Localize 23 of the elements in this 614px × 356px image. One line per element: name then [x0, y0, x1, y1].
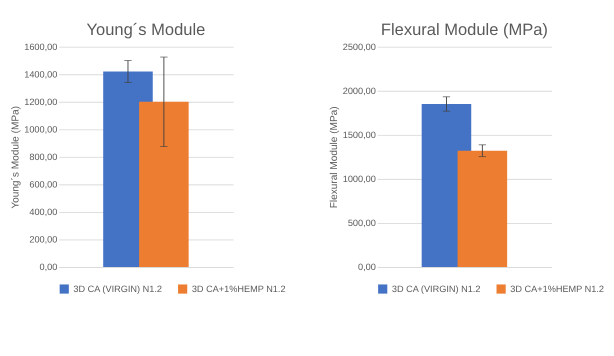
y-tick-label: 1400,00: [24, 69, 58, 80]
chart-title: Flexural Module (MPa): [380, 20, 548, 39]
y-tick-label: 500,00: [348, 218, 376, 228]
y-tick-label: 1000,00: [342, 174, 376, 184]
y-axis-title: Flexural Module (MPa): [329, 106, 340, 208]
y-tick-label: 2500,00: [342, 42, 376, 52]
y-tick-label: 800,00: [29, 152, 58, 162]
y-tick-label: 2000,00: [342, 86, 376, 96]
y-tick-label: 1500,00: [342, 130, 376, 140]
y-tick-label: 0,00: [40, 262, 58, 272]
y-tick-label: 0,00: [358, 262, 376, 272]
legend-label: 3D CA (VIRGIN) N1.2: [73, 284, 162, 294]
y-tick-label: 1600,00: [24, 42, 58, 52]
y-tick-label: 200,00: [29, 234, 58, 245]
y-axis-title: Young´s Module (MPa): [10, 106, 22, 209]
chart-title: Young´s Module: [86, 20, 206, 39]
y-tick-label: 1000,00: [24, 124, 58, 135]
y-tick-label: 1200,00: [24, 97, 58, 108]
legend-label: 3D CA+1%HEMP N1.2: [192, 284, 286, 294]
y-tick-label: 400,00: [29, 207, 58, 218]
y-tick-label: 600,00: [29, 180, 58, 190]
legend-label: 3D CA+1%HEMP N1.2: [510, 284, 604, 294]
legend-label: 3D CA (VIRGIN) N1.2: [392, 284, 480, 294]
